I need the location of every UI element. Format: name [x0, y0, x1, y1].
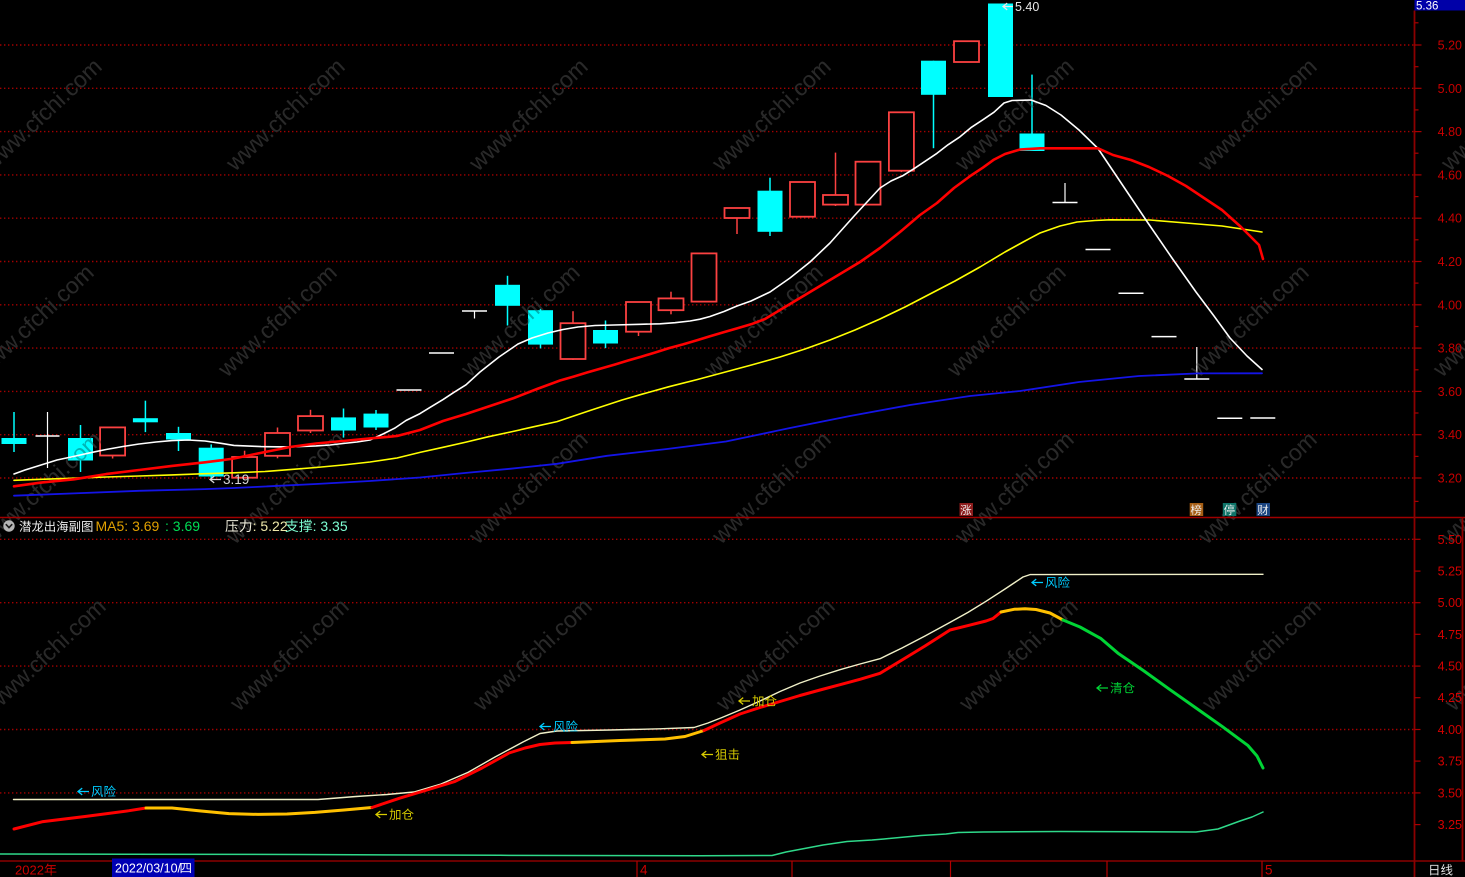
svg-text:4.80: 4.80: [1438, 125, 1462, 139]
svg-text:3.75: 3.75: [1438, 755, 1462, 769]
svg-text:4.25: 4.25: [1438, 691, 1462, 705]
svg-text:: 3.69: : 3.69: [165, 518, 200, 534]
svg-text:5.20: 5.20: [1438, 39, 1462, 53]
svg-text:4: 4: [640, 863, 648, 877]
svg-text:3.80: 3.80: [1438, 342, 1462, 356]
svg-text:5.40: 5.40: [1015, 0, 1039, 14]
svg-text:2022/03/10/: 2022/03/10/: [115, 862, 182, 876]
svg-text:3.40: 3.40: [1438, 428, 1462, 442]
svg-text:4.00: 4.00: [1438, 298, 1462, 312]
svg-text:3.50: 3.50: [1438, 786, 1462, 800]
svg-text:5.00: 5.00: [1438, 596, 1462, 610]
svg-text:5.00: 5.00: [1438, 82, 1462, 96]
svg-text:3.20: 3.20: [1438, 472, 1462, 486]
svg-text:2022: 2022: [15, 863, 44, 877]
svg-text:4.40: 4.40: [1438, 212, 1462, 226]
svg-text:: 5.22: : 5.22: [253, 518, 288, 534]
svg-text:4.50: 4.50: [1438, 660, 1462, 674]
svg-text:4.00: 4.00: [1438, 723, 1462, 737]
svg-text:4.20: 4.20: [1438, 255, 1462, 269]
svg-text:4.60: 4.60: [1438, 168, 1462, 182]
svg-text:5: 5: [1265, 863, 1273, 877]
svg-text:MA5: 3.69: MA5: 3.69: [96, 518, 160, 534]
svg-text:4.75: 4.75: [1438, 628, 1462, 642]
svg-text:3.60: 3.60: [1438, 385, 1462, 399]
svg-text:5.25: 5.25: [1438, 565, 1462, 579]
svg-text:: 3.35: : 3.35: [313, 518, 348, 534]
svg-text:5.36: 5.36: [1416, 1, 1438, 13]
svg-text:5.50: 5.50: [1438, 533, 1462, 547]
svg-text:3.25: 3.25: [1438, 818, 1462, 832]
svg-text:3.19: 3.19: [223, 472, 249, 487]
